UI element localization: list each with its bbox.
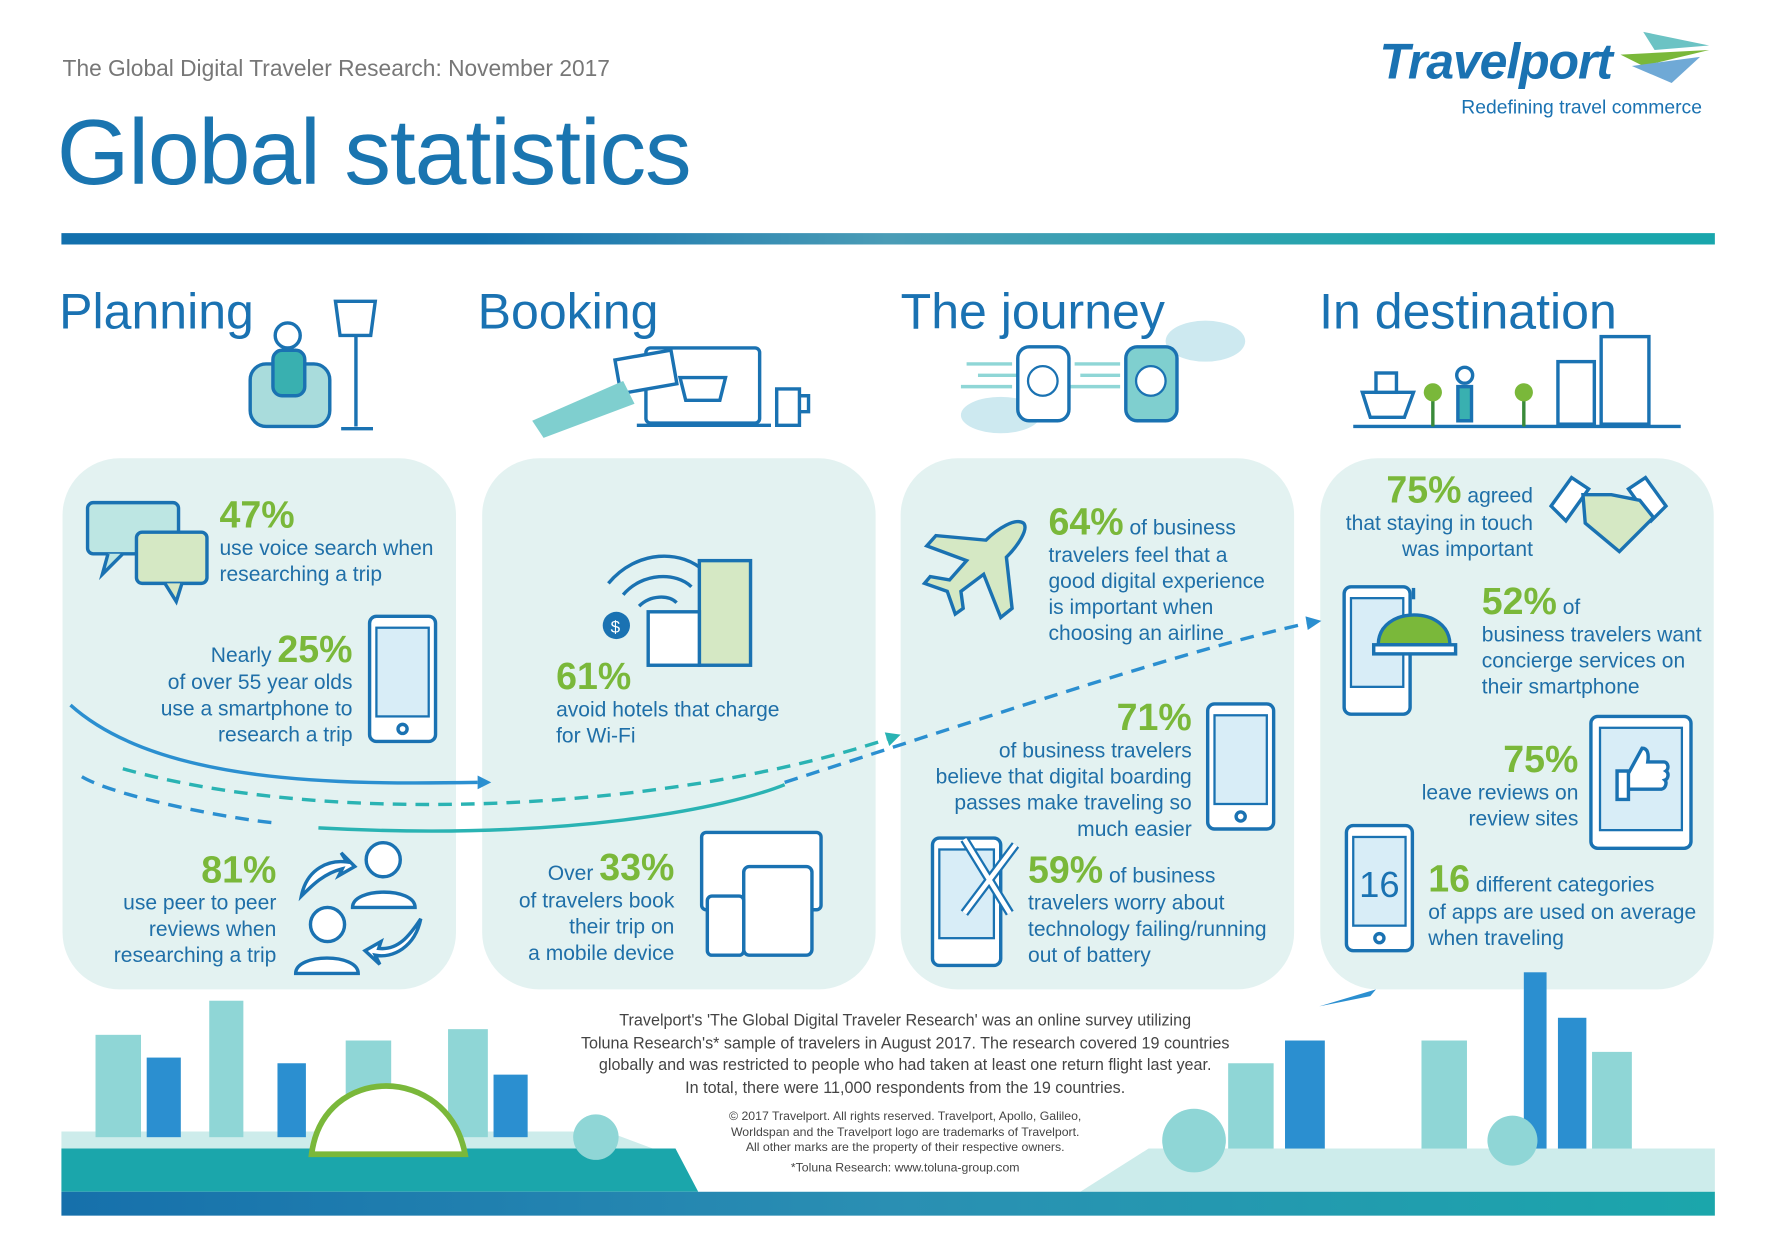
stat-peer-reviews: 81% use peer to peer reviews when resear… [113, 848, 277, 967]
stat-app-categories: 16 different categories of apps are used… [1428, 857, 1697, 950]
travelers-video-call-icon [960, 320, 1246, 434]
boarding-pass-phone-icon [1205, 702, 1276, 831]
heading-destination: In destination [1319, 284, 1617, 341]
stat-digital-boarding: 71% of business travelers believe that d… [935, 695, 1192, 841]
handshake-icon [1548, 475, 1669, 554]
left-cityscape-illustration [61, 1000, 699, 1192]
heading-booking: Booking [477, 284, 659, 341]
heading-planning: Planning [59, 284, 254, 341]
logo-tagline: Redefining travel commerce [1461, 96, 1702, 119]
mobile-devices-icon [699, 830, 823, 957]
destination-city-icon [1353, 334, 1681, 429]
research-methodology-note: Travelport's 'The Global Digital Travele… [580, 1012, 1230, 1097]
apps-phone-icon: 16 [1344, 823, 1415, 953]
smartphone-icon [367, 614, 438, 744]
stat-smartphone-research: Nearly 25% of over 55 year olds use a sm… [160, 627, 353, 746]
travelport-logo: Travelport [1379, 34, 1613, 90]
stat-voice-search: 47% use voice search when researching a … [219, 493, 434, 586]
armchair-person-icon [248, 299, 378, 431]
header-divider [61, 233, 1715, 245]
heading-journey: The journey [900, 284, 1165, 341]
stat-battery-worry: 59% of business travelers worry about te… [1028, 848, 1267, 967]
stat-review-sites: 75% leave reviews on review sites [1421, 738, 1579, 831]
thumbs-up-tablet-icon [1589, 714, 1693, 851]
stat-staying-in-touch: 75% agreed that staying in touch was imp… [1345, 468, 1533, 561]
stat-hotel-wifi: 61% avoid hotels that charge for Wi-Fi [556, 655, 780, 748]
footer-bar [61, 1191, 1715, 1216]
toluna-footnote: *Toluna Research: www.toluna-group.com [790, 1161, 1020, 1175]
peer-review-people-icon [293, 840, 423, 976]
travelport-logo-mark-icon [1620, 31, 1710, 84]
hotel-wifi-icon: $ [602, 554, 753, 667]
stat-mobile-booking: Over 33% of travelers book their trip on… [518, 846, 675, 965]
stat-concierge-services: 52% of business travelers want concierge… [1481, 579, 1702, 699]
airplane-icon [921, 520, 1027, 621]
page-title: Global statistics [56, 101, 692, 205]
copyright-notice: © 2017 Travelport. All rights reserved. … [729, 1109, 1082, 1155]
broken-phone-icon [930, 836, 1020, 968]
stat-airline-experience: 64% of business travelers feel that a go… [1048, 500, 1265, 645]
laptop-shopping-icon [532, 346, 811, 438]
report-subtitle: The Global Digital Traveler Research: No… [62, 56, 610, 82]
concierge-bell-phone-icon [1342, 585, 1458, 716]
svg-text:$: $ [611, 617, 621, 636]
chat-bubbles-icon [85, 500, 209, 606]
right-cityscape-illustration [1080, 972, 1715, 1192]
